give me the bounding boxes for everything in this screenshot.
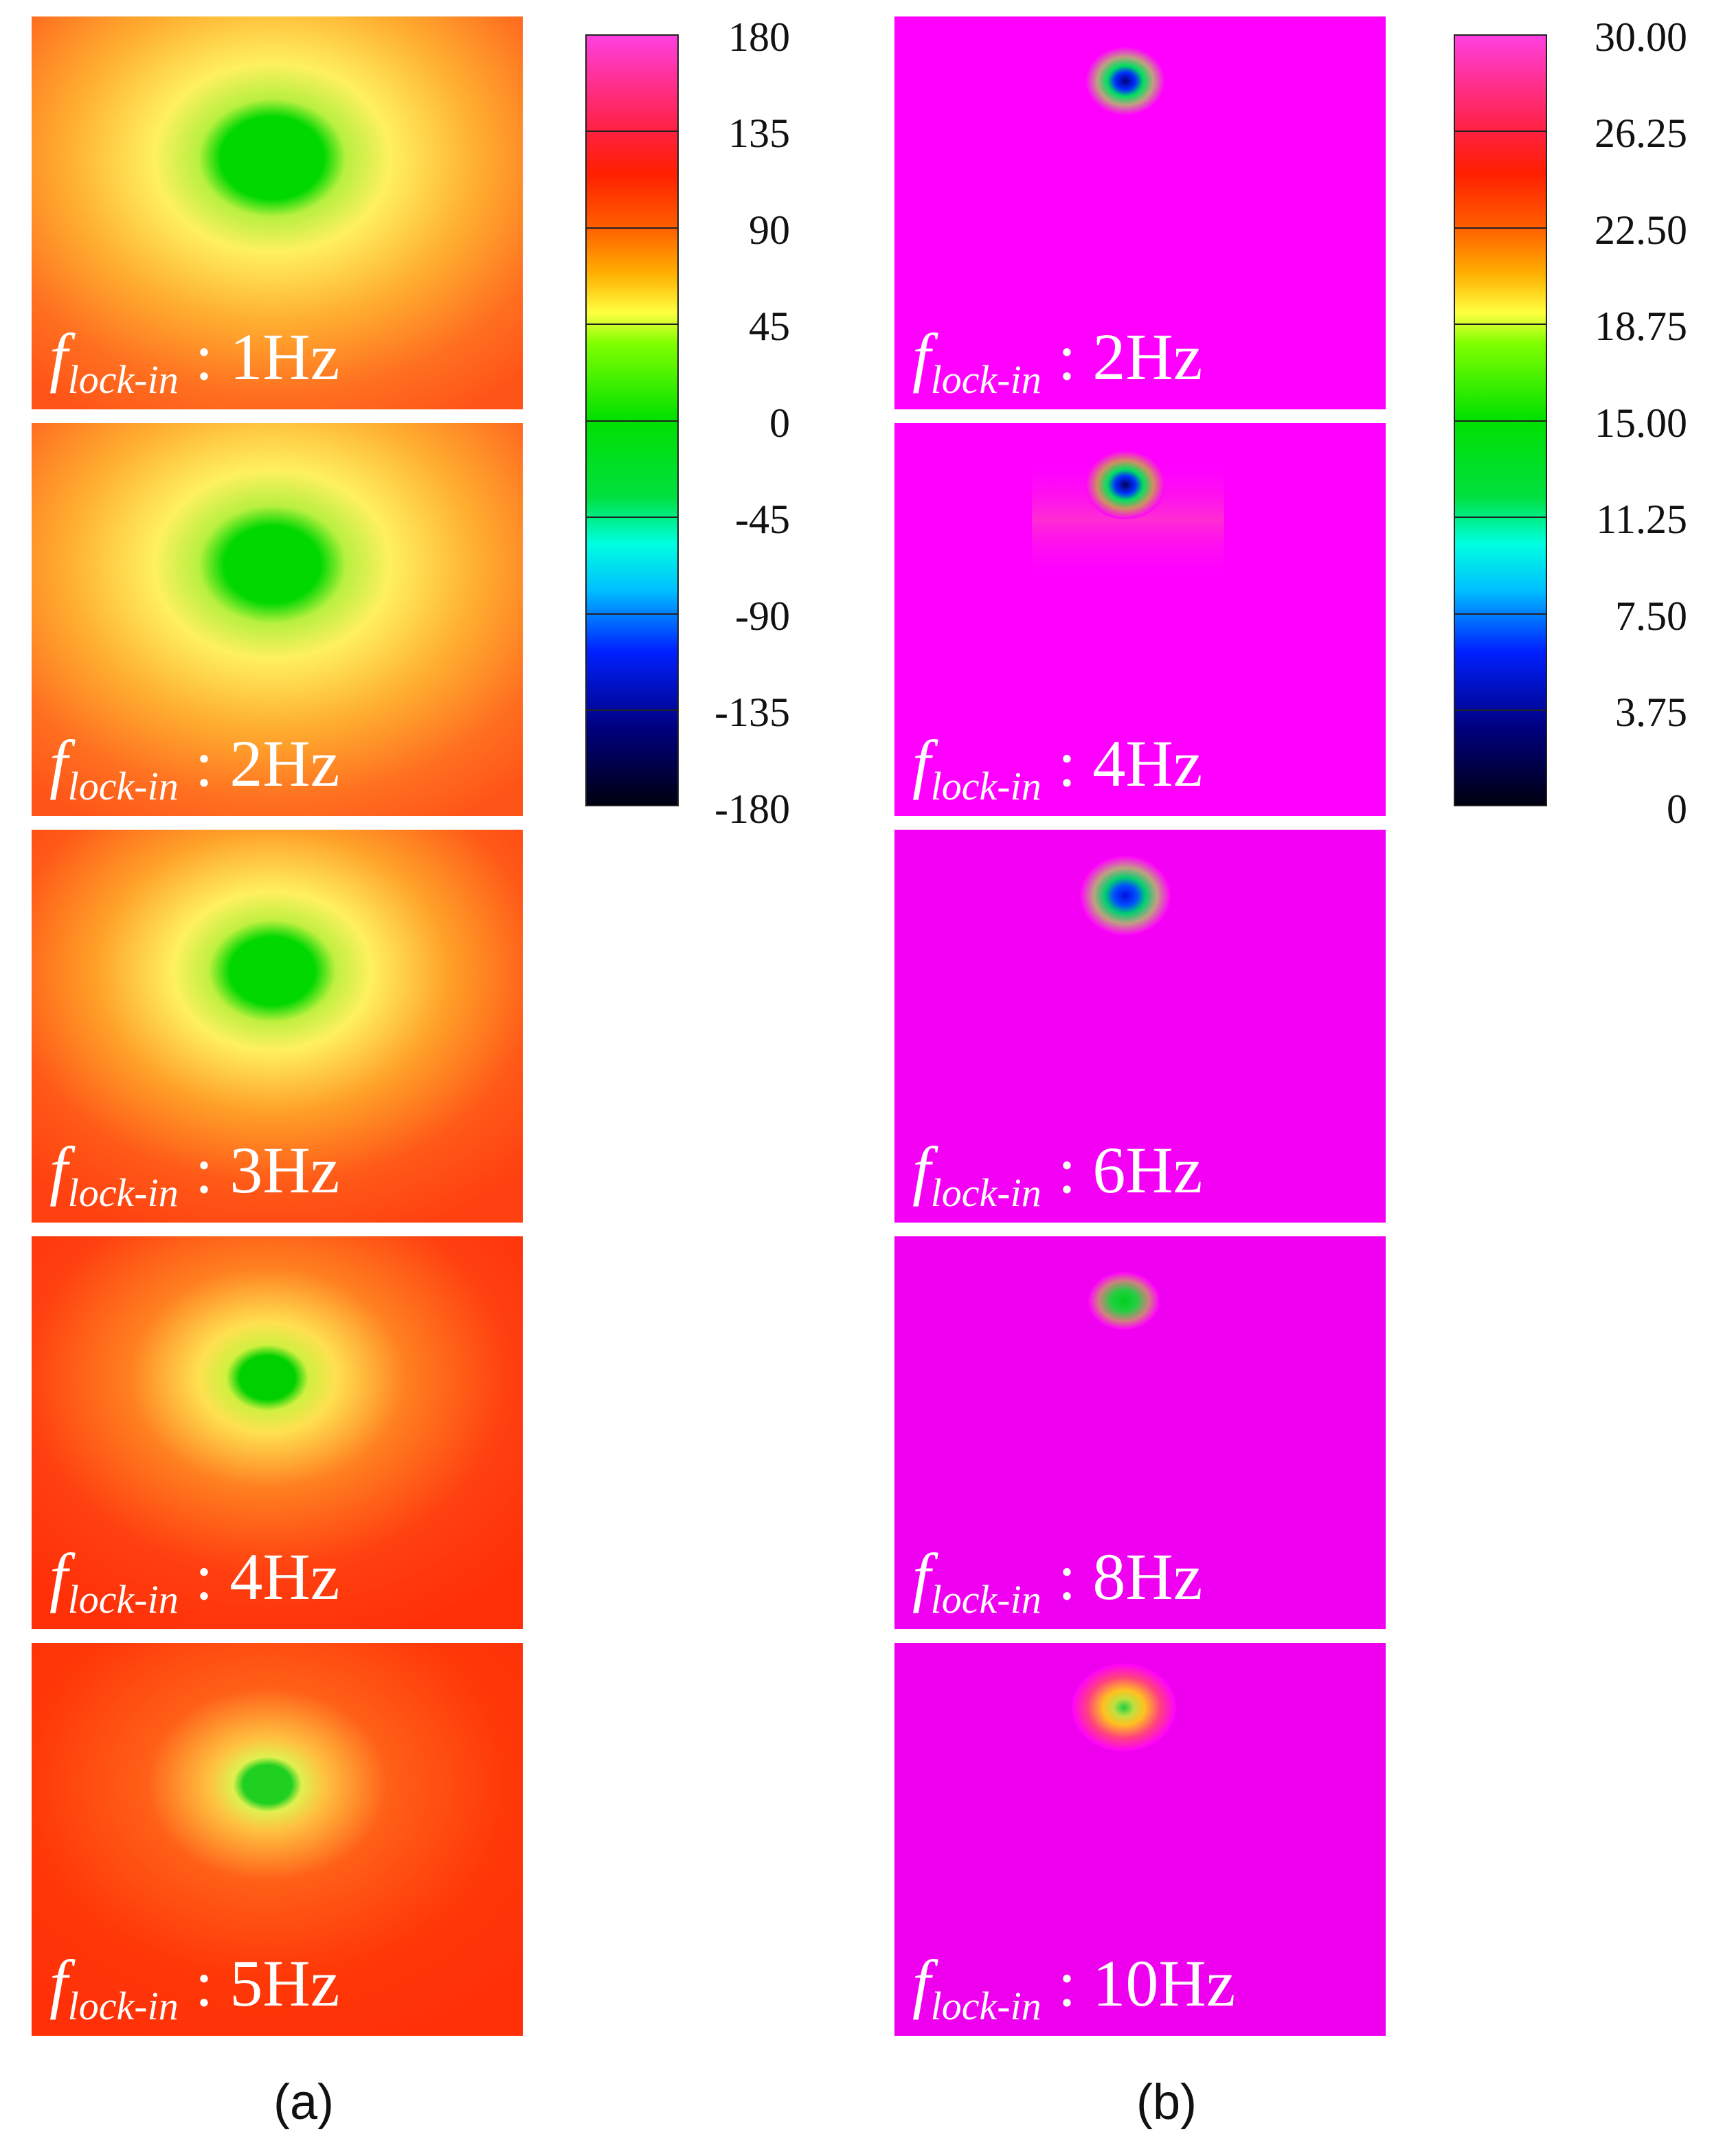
colorbar-tick-label: 3.75 [1615,690,1687,735]
colorbar-tick-label: 90 [749,207,790,253]
colorbar-tick [1454,131,1547,132]
colorbar-tick-label: -90 [735,593,790,639]
colorbar-tick [1454,710,1547,711]
amplitude-image-4hz: flock-in : 4Hz [894,423,1386,816]
amplitude-colorbar [1454,34,1547,806]
frequency-label: flock-in : 2Hz [49,727,340,808]
amplitude-map [894,16,1386,409]
colorbar-tick-label: 45 [749,304,790,349]
phase-map [32,830,523,1223]
frequency-label: flock-in : 2Hz [912,320,1203,402]
colorbar-tick [585,517,679,518]
phase-map [32,423,523,816]
phase-image-4hz: flock-in : 4Hz [32,1236,523,1629]
frequency-label: flock-in : 1Hz [49,320,340,402]
colorbar-tick-label: -45 [735,497,790,542]
colorbar-tick [1454,517,1547,518]
colorbar-tick [585,710,679,711]
colorbar-tick [585,613,679,615]
colorbar-tick-label: 180 [728,14,790,60]
amplitude-map [894,830,1386,1223]
colorbar-tick [585,227,679,229]
colorbar-tick-label: 135 [728,111,790,156]
subfigure-caption-a: (a) [273,2075,334,2130]
phase-image-5hz: flock-in : 5Hz [32,1643,523,2036]
frequency-label: flock-in : 8Hz [912,1540,1203,1622]
amplitude-image-10hz: flock-in : 10Hz [894,1643,1386,2036]
colorbar-tick-label: 22.50 [1595,207,1687,253]
frequency-label: flock-in : 4Hz [49,1540,340,1622]
colorbar-tick-label: 30.00 [1595,14,1687,60]
phase-map [32,1643,523,2036]
colorbar-tick [585,131,679,132]
colorbar-tick-label: 18.75 [1595,304,1687,349]
amplitude-image-6hz: flock-in : 6Hz [894,830,1386,1223]
amplitude-map [894,1643,1386,2036]
phase-image-2hz: flock-in : 2Hz [32,423,523,816]
colorbar-tick-label: 0 [769,400,790,446]
phase-image-3hz: flock-in : 3Hz [32,830,523,1223]
colorbar-tick-label: -180 [714,786,790,832]
colorbar-tick [1454,613,1547,615]
frequency-label: flock-in : 4Hz [912,727,1203,808]
amplitude-map [894,423,1386,816]
amplitude-image-8hz: flock-in : 8Hz [894,1236,1386,1629]
colorbar-tick [1454,324,1547,325]
phase-map [32,1236,523,1629]
frequency-label: flock-in : 3Hz [49,1133,340,1215]
colorbar-tick-label: 15.00 [1595,400,1687,446]
colorbar-tick-label: 26.25 [1595,111,1687,156]
colorbar-tick-label: 0 [1667,786,1687,832]
phase-map [32,16,523,409]
frequency-label: flock-in : 6Hz [912,1133,1203,1215]
subfigure-caption-b: (b) [1136,2075,1197,2130]
colorbar-tick [1454,227,1547,229]
amplitude-image-2hz: flock-in : 2Hz [894,16,1386,409]
frequency-label: flock-in : 5Hz [49,1947,340,2028]
amplitude-map [894,1236,1386,1629]
colorbar-tick-label: 7.50 [1615,593,1687,639]
phase-image-1hz: flock-in : 1Hz [32,16,523,409]
colorbar-tick [1454,420,1547,422]
phase-colorbar [585,34,679,806]
colorbar-tick-label: -135 [714,690,790,735]
frequency-label: flock-in : 10Hz [912,1947,1236,2028]
colorbar-tick [585,324,679,325]
colorbar-tick-label: 11.25 [1596,497,1687,542]
colorbar-tick [585,420,679,422]
